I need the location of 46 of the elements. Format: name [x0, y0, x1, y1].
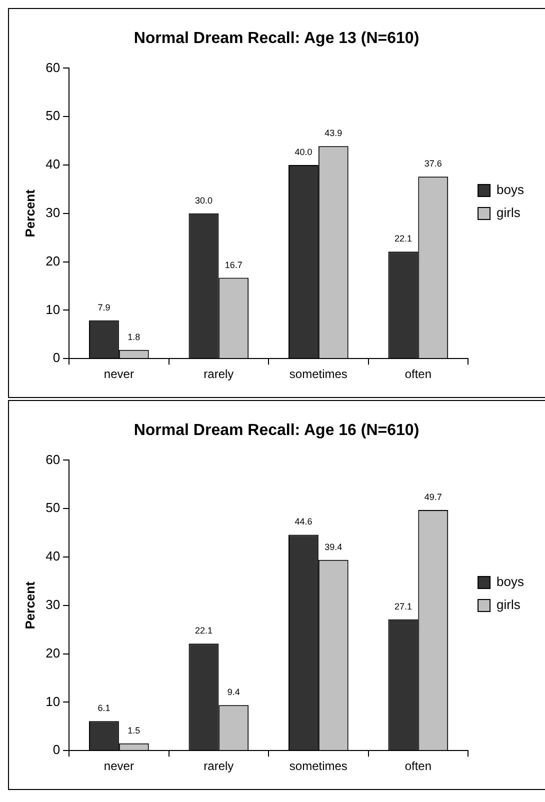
y-axis-title: Percent	[22, 188, 38, 238]
chart-title: Normal Dream Recall: Age 16 (N=610)	[134, 422, 420, 440]
data-label: 40.0	[294, 146, 312, 157]
data-label: 7.9	[98, 302, 110, 312]
data-label: 30.0	[194, 195, 212, 206]
data-label: 1.8	[128, 332, 140, 342]
data-label: 6.1	[98, 703, 110, 714]
y-tick-label: 30	[46, 204, 60, 220]
data-label: 43.9	[324, 128, 342, 138]
y-tick-label: 20	[46, 253, 60, 268]
y-tick-label: 60	[46, 60, 60, 75]
data-label: 1.5	[128, 725, 140, 736]
y-tick-label: 50	[46, 500, 60, 516]
x-tick-label: sometimes	[289, 759, 348, 774]
data-label: 44.6	[294, 516, 312, 527]
y-tick-label: 60	[46, 452, 60, 467]
data-label: 39.4	[324, 542, 342, 552]
legend-label: boys	[496, 574, 524, 590]
y-tick-label: 10	[46, 302, 60, 317]
y-tick-label: 40	[46, 548, 60, 564]
y-axis-title: Percent	[22, 580, 38, 630]
data-label: 27.1	[394, 601, 412, 612]
data-label: 22.1	[394, 234, 412, 244]
x-tick-label: sometimes	[289, 367, 348, 382]
x-tick-label: often	[404, 367, 432, 382]
legend-label: girls	[496, 597, 521, 612]
data-label: 49.7	[424, 492, 442, 502]
data-label: 22.1	[194, 626, 212, 636]
y-tick-label: 0	[52, 742, 60, 758]
y-tick-label: 50	[46, 108, 60, 124]
x-tick-label: often	[404, 759, 432, 774]
y-tick-label: 10	[46, 694, 60, 709]
legend-label: girls	[496, 205, 521, 220]
x-tick-label: rarely	[204, 367, 234, 382]
x-tick-label: never	[104, 367, 134, 382]
legend-label: boys	[496, 182, 524, 198]
data-label: 16.7	[224, 260, 242, 270]
chart-title: Normal Dream Recall: Age 13 (N=610)	[134, 30, 420, 48]
y-tick-label: 30	[46, 596, 60, 612]
x-tick-label: rarely	[204, 759, 234, 774]
data-label: 9.4	[227, 687, 240, 698]
x-tick-label: never	[104, 759, 134, 774]
y-tick-label: 40	[46, 156, 60, 172]
y-tick-label: 0	[52, 350, 60, 366]
data-label: 37.6	[424, 158, 442, 169]
y-tick-label: 20	[46, 645, 60, 660]
